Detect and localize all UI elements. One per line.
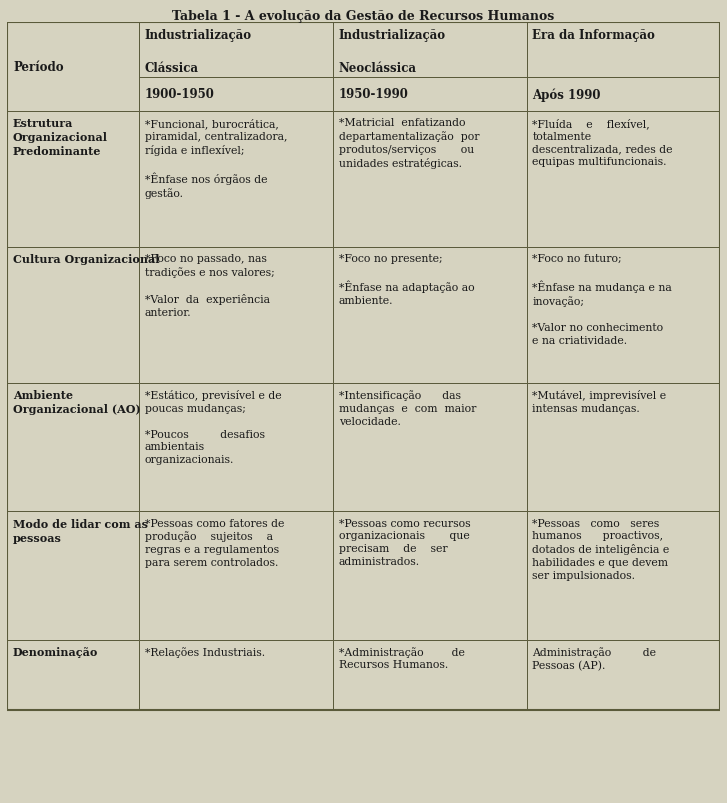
- Bar: [333, 78, 526, 112]
- Text: *Foco no futuro;

*Ênfase na mudança e na
inovação;

*Valor no conhecimento
e na: *Foco no futuro; *Ênfase na mudança e na…: [532, 254, 672, 345]
- Text: *Pessoas como fatores de
produção    sujeitos    a
regras e a regulamentos
para : *Pessoas como fatores de produção sujeit…: [145, 518, 284, 568]
- Bar: [333, 512, 526, 640]
- Text: Denominação: Denominação: [13, 646, 98, 657]
- Text: Período: Período: [13, 61, 63, 74]
- Bar: [7, 512, 139, 640]
- Bar: [139, 512, 333, 640]
- Bar: [7, 247, 139, 384]
- Text: Após 1990: Após 1990: [532, 88, 601, 101]
- Bar: [333, 22, 526, 78]
- Bar: [7, 112, 139, 247]
- Bar: [139, 384, 333, 512]
- Text: *Foco no passado, nas
tradições e nos valores;

*Valor  da  experiência
anterior: *Foco no passado, nas tradições e nos va…: [145, 254, 275, 317]
- Text: Industrialização

Clássica: Industrialização Clássica: [145, 29, 252, 75]
- Text: *Foco no presente;

*Ênfase na adaptação ao
ambiente.: *Foco no presente; *Ênfase na adaptação …: [339, 254, 474, 306]
- Text: Estrutura
Organizacional
Predominante: Estrutura Organizacional Predominante: [13, 118, 108, 157]
- Text: *Matricial  enfatizando
departamentalização  por
produtos/serviços       ou
unid: *Matricial enfatizando departamentalizaç…: [339, 118, 479, 169]
- Text: Cultura Organizacional: Cultura Organizacional: [13, 254, 159, 265]
- Text: Ambiente
Organizacional (AO): Ambiente Organizacional (AO): [13, 389, 140, 415]
- Bar: [139, 640, 333, 710]
- Bar: [333, 112, 526, 247]
- Bar: [333, 640, 526, 710]
- Text: *Fluída    e    flexível,
totalmente
descentralizada, redes de
equipas multifunc: *Fluída e flexível, totalmente descentra…: [532, 118, 673, 167]
- Text: *Pessoas   como   seres
humanos      proactivos,
dotados de inteligência e
habil: *Pessoas como seres humanos proactivos, …: [532, 518, 670, 581]
- Text: Industrialização

Neoclássica: Industrialização Neoclássica: [339, 29, 446, 75]
- Bar: [139, 78, 333, 112]
- Bar: [526, 78, 720, 112]
- Bar: [139, 247, 333, 384]
- Text: Tabela 1 - A evolução da Gestão de Recursos Humanos: Tabela 1 - A evolução da Gestão de Recur…: [172, 10, 555, 22]
- Bar: [526, 640, 720, 710]
- Text: 1950-1990: 1950-1990: [339, 88, 409, 101]
- Bar: [7, 22, 139, 112]
- Text: Era da Informação: Era da Informação: [532, 29, 655, 42]
- Bar: [526, 22, 720, 78]
- Text: *Funcional, burocrática,
piramidal, centralizadora,
rígida e inflexível;

*Ênfas: *Funcional, burocrática, piramidal, cent…: [145, 118, 287, 198]
- Text: *Estático, previsível e de
poucas mudanças;

*Poucos         desafios
ambientais: *Estático, previsível e de poucas mudanç…: [145, 389, 281, 465]
- Text: Administração         de
Pessoas (AP).: Administração de Pessoas (AP).: [532, 646, 656, 670]
- Text: *Relações Industriais.: *Relações Industriais.: [145, 646, 265, 657]
- Bar: [526, 512, 720, 640]
- Text: *Mutável, imprevisível e
intensas mudanças.: *Mutável, imprevisível e intensas mudanç…: [532, 389, 667, 414]
- Bar: [139, 112, 333, 247]
- Bar: [333, 247, 526, 384]
- Text: *Pessoas como recursos
organizacionais       que
precisam    de    ser
administr: *Pessoas como recursos organizacionais q…: [339, 518, 470, 566]
- Bar: [526, 247, 720, 384]
- Bar: [7, 384, 139, 512]
- Bar: [139, 22, 333, 78]
- Text: 1900-1950: 1900-1950: [145, 88, 214, 101]
- Text: *Administração        de
Recursos Humanos.: *Administração de Recursos Humanos.: [339, 646, 465, 670]
- Text: Modo de lidar com as
pessoas: Modo de lidar com as pessoas: [13, 518, 148, 543]
- Bar: [7, 640, 139, 710]
- Text: *Intensificação      das
mudanças  e  com  maior
velocidade.: *Intensificação das mudanças e com maior…: [339, 389, 476, 426]
- Bar: [333, 384, 526, 512]
- Bar: [526, 112, 720, 247]
- Bar: [7, 22, 720, 710]
- Bar: [526, 384, 720, 512]
